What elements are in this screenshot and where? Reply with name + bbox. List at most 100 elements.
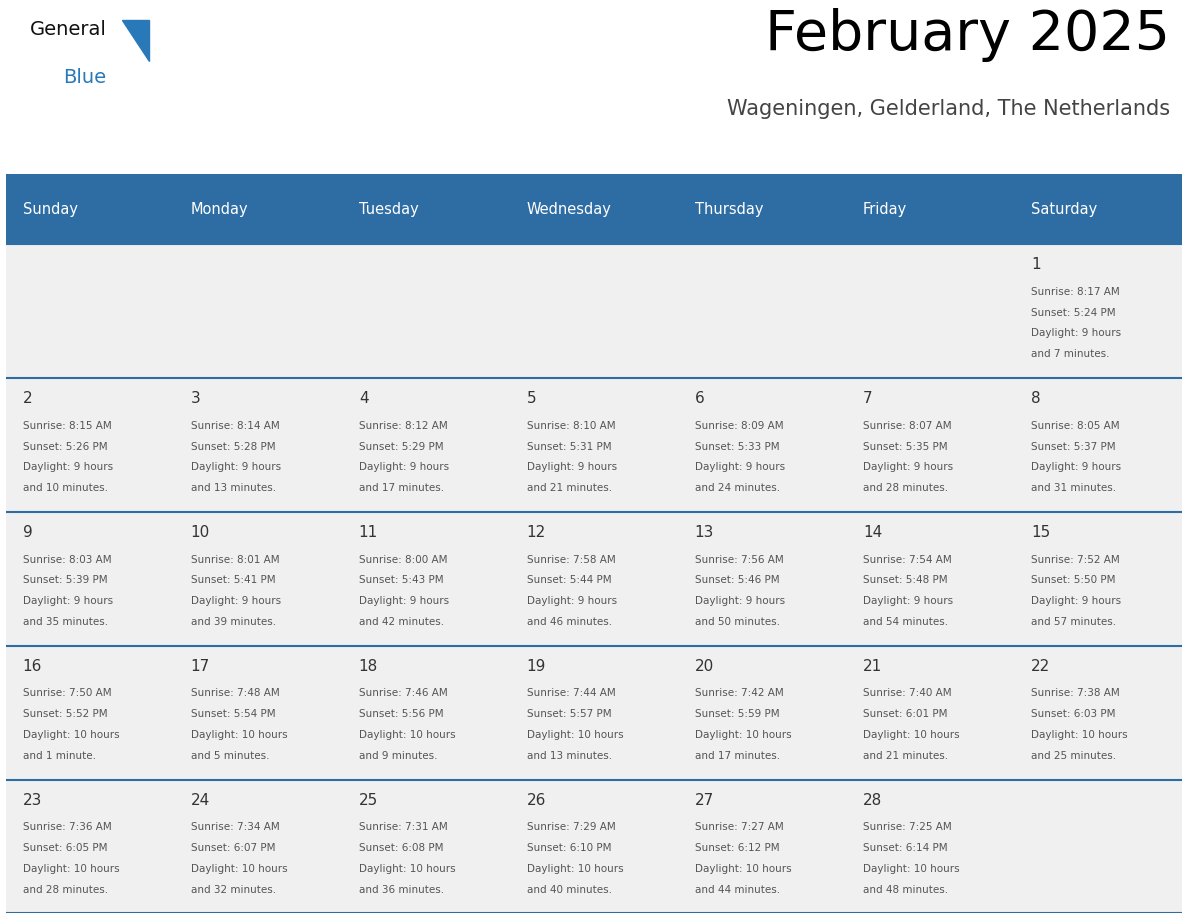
Text: Daylight: 10 hours: Daylight: 10 hours bbox=[23, 730, 119, 740]
Text: 25: 25 bbox=[359, 793, 378, 808]
Text: and 31 minutes.: and 31 minutes. bbox=[1031, 483, 1116, 493]
Text: Sunset: 5:44 PM: Sunset: 5:44 PM bbox=[526, 576, 612, 586]
Text: 20: 20 bbox=[695, 659, 714, 674]
Text: General: General bbox=[30, 20, 107, 39]
Text: Sunrise: 7:46 AM: Sunrise: 7:46 AM bbox=[359, 688, 448, 699]
Text: 27: 27 bbox=[695, 793, 714, 808]
Text: Sunset: 5:24 PM: Sunset: 5:24 PM bbox=[1031, 308, 1116, 318]
Text: 24: 24 bbox=[191, 793, 210, 808]
Text: Sunrise: 8:17 AM: Sunrise: 8:17 AM bbox=[1031, 286, 1119, 297]
Text: Sunset: 6:03 PM: Sunset: 6:03 PM bbox=[1031, 710, 1116, 719]
Text: Sunset: 5:35 PM: Sunset: 5:35 PM bbox=[862, 442, 948, 452]
Text: Sunset: 6:07 PM: Sunset: 6:07 PM bbox=[191, 843, 276, 853]
Text: 16: 16 bbox=[23, 659, 42, 674]
Text: Daylight: 10 hours: Daylight: 10 hours bbox=[695, 864, 791, 874]
Text: and 35 minutes.: and 35 minutes. bbox=[23, 617, 108, 627]
Text: Daylight: 9 hours: Daylight: 9 hours bbox=[359, 463, 449, 472]
Text: 22: 22 bbox=[1031, 659, 1050, 674]
Text: Sunrise: 7:50 AM: Sunrise: 7:50 AM bbox=[23, 688, 112, 699]
Text: Daylight: 9 hours: Daylight: 9 hours bbox=[862, 463, 953, 472]
Text: Sunset: 5:43 PM: Sunset: 5:43 PM bbox=[359, 576, 443, 586]
Text: Sunrise: 7:44 AM: Sunrise: 7:44 AM bbox=[526, 688, 615, 699]
Bar bbox=[846, 174, 1015, 244]
Text: Sunset: 6:05 PM: Sunset: 6:05 PM bbox=[23, 843, 107, 853]
Text: Sunset: 5:31 PM: Sunset: 5:31 PM bbox=[526, 442, 612, 452]
Text: Tuesday: Tuesday bbox=[359, 202, 418, 217]
Text: Thursday: Thursday bbox=[695, 202, 764, 217]
Text: Daylight: 9 hours: Daylight: 9 hours bbox=[191, 596, 280, 606]
Text: 26: 26 bbox=[526, 793, 546, 808]
Text: Daylight: 9 hours: Daylight: 9 hours bbox=[191, 463, 280, 472]
Text: 7: 7 bbox=[862, 391, 872, 407]
Text: Daylight: 10 hours: Daylight: 10 hours bbox=[695, 730, 791, 740]
Text: Sunrise: 7:42 AM: Sunrise: 7:42 AM bbox=[695, 688, 784, 699]
Text: Sunrise: 7:58 AM: Sunrise: 7:58 AM bbox=[526, 554, 615, 565]
Text: 21: 21 bbox=[862, 659, 881, 674]
Text: Daylight: 10 hours: Daylight: 10 hours bbox=[191, 730, 287, 740]
Text: Daylight: 9 hours: Daylight: 9 hours bbox=[695, 596, 785, 606]
Text: and 48 minutes.: and 48 minutes. bbox=[862, 885, 948, 895]
Text: 14: 14 bbox=[862, 525, 881, 540]
Text: and 42 minutes.: and 42 minutes. bbox=[359, 617, 444, 627]
Text: Sunset: 5:37 PM: Sunset: 5:37 PM bbox=[1031, 442, 1116, 452]
Text: Daylight: 9 hours: Daylight: 9 hours bbox=[23, 463, 113, 472]
Text: and 7 minutes.: and 7 minutes. bbox=[1031, 349, 1110, 359]
Text: Sunrise: 7:54 AM: Sunrise: 7:54 AM bbox=[862, 554, 952, 565]
Text: Wageningen, Gelderland, The Netherlands: Wageningen, Gelderland, The Netherlands bbox=[727, 98, 1170, 118]
Text: and 21 minutes.: and 21 minutes. bbox=[526, 483, 612, 493]
Text: Daylight: 9 hours: Daylight: 9 hours bbox=[1031, 596, 1121, 606]
Text: 17: 17 bbox=[191, 659, 210, 674]
Text: Sunrise: 7:52 AM: Sunrise: 7:52 AM bbox=[1031, 554, 1119, 565]
Text: and 32 minutes.: and 32 minutes. bbox=[191, 885, 276, 895]
Text: Sunrise: 8:14 AM: Sunrise: 8:14 AM bbox=[191, 420, 279, 431]
Text: Sunrise: 7:56 AM: Sunrise: 7:56 AM bbox=[695, 554, 784, 565]
Text: and 40 minutes.: and 40 minutes. bbox=[526, 885, 612, 895]
Text: Sunset: 5:50 PM: Sunset: 5:50 PM bbox=[1031, 576, 1116, 586]
Text: Monday: Monday bbox=[191, 202, 248, 217]
Text: Sunrise: 7:31 AM: Sunrise: 7:31 AM bbox=[359, 823, 448, 833]
Text: and 13 minutes.: and 13 minutes. bbox=[191, 483, 276, 493]
Text: 11: 11 bbox=[359, 525, 378, 540]
Text: Sunrise: 7:29 AM: Sunrise: 7:29 AM bbox=[526, 823, 615, 833]
Text: Sunset: 5:59 PM: Sunset: 5:59 PM bbox=[695, 710, 779, 719]
Text: Daylight: 9 hours: Daylight: 9 hours bbox=[862, 596, 953, 606]
Text: Sunrise: 7:48 AM: Sunrise: 7:48 AM bbox=[191, 688, 279, 699]
Text: Sunset: 5:39 PM: Sunset: 5:39 PM bbox=[23, 576, 107, 586]
Text: 6: 6 bbox=[695, 391, 704, 407]
Text: and 1 minute.: and 1 minute. bbox=[23, 751, 96, 761]
Text: Friday: Friday bbox=[862, 202, 908, 217]
Bar bbox=[6, 645, 1182, 779]
Text: 12: 12 bbox=[526, 525, 546, 540]
Text: Sunset: 5:28 PM: Sunset: 5:28 PM bbox=[191, 442, 276, 452]
Text: Sunrise: 8:05 AM: Sunrise: 8:05 AM bbox=[1031, 420, 1119, 431]
Text: Sunset: 5:26 PM: Sunset: 5:26 PM bbox=[23, 442, 107, 452]
Text: Saturday: Saturday bbox=[1031, 202, 1097, 217]
Text: Daylight: 9 hours: Daylight: 9 hours bbox=[526, 463, 617, 472]
Text: Sunrise: 7:25 AM: Sunrise: 7:25 AM bbox=[862, 823, 952, 833]
Text: Sunrise: 7:38 AM: Sunrise: 7:38 AM bbox=[1031, 688, 1119, 699]
Text: and 36 minutes.: and 36 minutes. bbox=[359, 885, 444, 895]
Text: Daylight: 9 hours: Daylight: 9 hours bbox=[526, 596, 617, 606]
Text: Sunset: 6:12 PM: Sunset: 6:12 PM bbox=[695, 843, 779, 853]
Text: Sunset: 5:56 PM: Sunset: 5:56 PM bbox=[359, 710, 443, 719]
Text: Sunrise: 7:36 AM: Sunrise: 7:36 AM bbox=[23, 823, 112, 833]
Text: and 9 minutes.: and 9 minutes. bbox=[359, 751, 437, 761]
Text: Sunrise: 8:01 AM: Sunrise: 8:01 AM bbox=[191, 554, 279, 565]
Text: 28: 28 bbox=[862, 793, 881, 808]
Text: 8: 8 bbox=[1031, 391, 1041, 407]
Text: Daylight: 9 hours: Daylight: 9 hours bbox=[1031, 463, 1121, 472]
Bar bbox=[510, 174, 678, 244]
Text: and 57 minutes.: and 57 minutes. bbox=[1031, 617, 1116, 627]
Text: Sunrise: 8:07 AM: Sunrise: 8:07 AM bbox=[862, 420, 952, 431]
Text: and 10 minutes.: and 10 minutes. bbox=[23, 483, 108, 493]
Text: Sunrise: 8:10 AM: Sunrise: 8:10 AM bbox=[526, 420, 615, 431]
Text: Daylight: 10 hours: Daylight: 10 hours bbox=[526, 864, 624, 874]
Text: Sunset: 5:46 PM: Sunset: 5:46 PM bbox=[695, 576, 779, 586]
Bar bbox=[678, 174, 846, 244]
Text: and 50 minutes.: and 50 minutes. bbox=[695, 617, 779, 627]
Text: 5: 5 bbox=[526, 391, 537, 407]
Text: Daylight: 10 hours: Daylight: 10 hours bbox=[23, 864, 119, 874]
Text: and 39 minutes.: and 39 minutes. bbox=[191, 617, 276, 627]
Text: Sunset: 5:41 PM: Sunset: 5:41 PM bbox=[191, 576, 276, 586]
Text: Daylight: 10 hours: Daylight: 10 hours bbox=[191, 864, 287, 874]
